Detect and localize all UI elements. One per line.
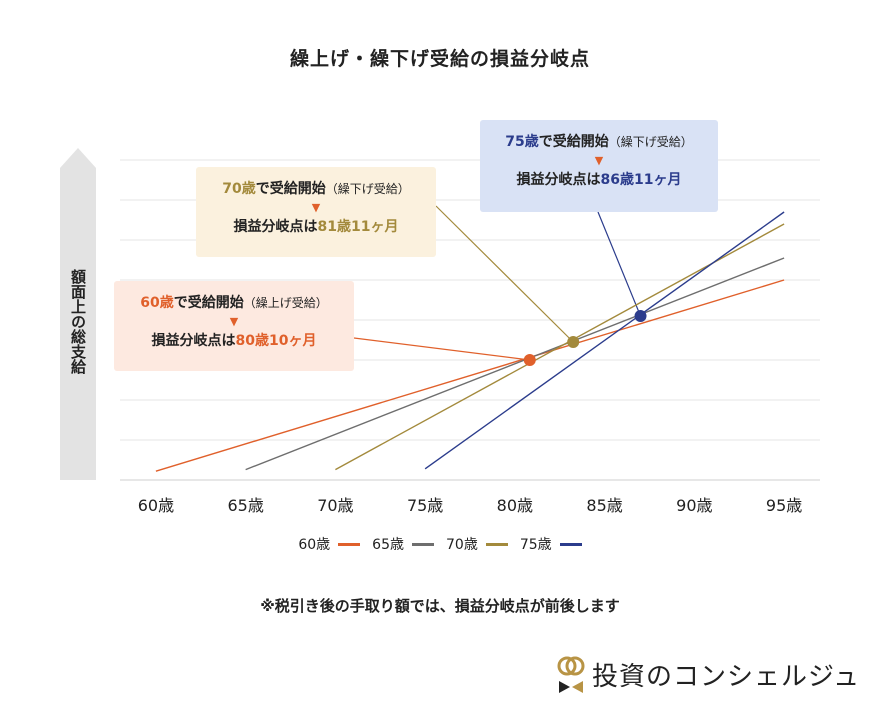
breakeven-point bbox=[634, 310, 647, 322]
callout-75-arrow-icon: ▼ bbox=[594, 154, 604, 167]
y-axis-arrow bbox=[60, 148, 96, 480]
x-tick-label: 90歳 bbox=[676, 496, 712, 515]
callout-60-paren: （繰上げ受給） bbox=[243, 296, 328, 310]
callout-60-text: で受給開始 bbox=[173, 295, 244, 311]
callout-leader-line bbox=[353, 337, 530, 361]
callout-70-paren: （繰下げ受給） bbox=[325, 182, 410, 196]
callout-70-arrow-icon: ▼ bbox=[311, 201, 321, 214]
legend: 60歳 65歳 70歳 75歳 bbox=[0, 534, 880, 554]
legend-swatch-65 bbox=[412, 542, 434, 546]
callout-60-age: 60歳 bbox=[140, 295, 174, 311]
legend-label-70: 70歳 bbox=[446, 537, 478, 553]
legend-item-60: 60歳 bbox=[298, 534, 361, 554]
rings-logo-icon bbox=[557, 656, 585, 693]
series-lines bbox=[155, 211, 785, 472]
legend-swatch-70 bbox=[485, 542, 508, 546]
breakeven-markers bbox=[523, 310, 647, 366]
callout-70: 70歳で受給開始（繰下げ受給） ▼ 損益分岐点は81歳11ヶ月 bbox=[196, 167, 436, 257]
callout-leader-line bbox=[435, 205, 574, 343]
series-line bbox=[424, 211, 785, 470]
callout-60-pre: 損益分岐点は bbox=[151, 333, 236, 349]
callout-75-result: 86歳11ヶ月 bbox=[600, 172, 682, 188]
series-line bbox=[155, 279, 785, 472]
brand-logo: 投資のコンシェルジュ bbox=[556, 652, 860, 696]
x-tick-label: 80歳 bbox=[497, 496, 533, 515]
legend-label-60: 60歳 bbox=[298, 537, 331, 553]
grid-lines bbox=[120, 159, 820, 481]
callout-70-result: 81歳11ヶ月 bbox=[317, 219, 399, 235]
legend-item-75: 75歳 bbox=[520, 534, 582, 554]
callout-leader-line bbox=[597, 211, 642, 317]
callout-75: 75歳で受給開始（繰下げ受給） ▼ 損益分岐点は86歳11ヶ月 bbox=[480, 120, 718, 212]
callout-75-text: で受給開始 bbox=[538, 134, 609, 150]
breakeven-point bbox=[523, 354, 536, 366]
callout-75-pre: 損益分岐点は bbox=[516, 172, 601, 188]
legend-swatch-75 bbox=[559, 542, 582, 546]
x-tick-label: 75歳 bbox=[407, 496, 443, 515]
legend-item-70: 70歳 bbox=[446, 534, 508, 554]
callout-70-pre: 損益分岐点は bbox=[233, 219, 318, 235]
legend-label-65: 65歳 bbox=[372, 537, 404, 553]
callout-60-result: 80歳10ヶ月 bbox=[235, 333, 317, 349]
callout-leader-lines bbox=[353, 205, 642, 361]
callout-70-text: で受給開始 bbox=[255, 181, 326, 197]
legend-label-75: 75歳 bbox=[519, 537, 552, 553]
callout-60: 60歳で受給開始（繰上げ受給） ▼ 損益分岐点は80歳10ヶ月 bbox=[114, 281, 354, 371]
series-line bbox=[245, 257, 785, 471]
brand-name: 投資のコンシェルジュ bbox=[592, 661, 861, 692]
chart-title: 繰上げ・繰下げ受給の損益分岐点 bbox=[289, 48, 590, 70]
x-tick-labels: 60歳 65歳 70歳 75歳 80歳 85歳 90歳 95歳 bbox=[138, 496, 803, 515]
footnote: ※税引き後の手取り額では、損益分岐点が前後します bbox=[260, 597, 620, 615]
legend-swatch-60 bbox=[338, 542, 361, 546]
x-tick-label: 65歳 bbox=[227, 496, 263, 515]
callout-75-age: 75歳 bbox=[505, 134, 539, 150]
callout-70-age: 70歳 bbox=[222, 181, 256, 197]
callout-75-paren: （繰下げ受給） bbox=[608, 135, 693, 149]
breakeven-point bbox=[567, 336, 580, 348]
x-tick-label: 60歳 bbox=[138, 496, 174, 515]
x-tick-label: 70歳 bbox=[317, 496, 353, 515]
callout-60-arrow-icon: ▼ bbox=[229, 315, 239, 328]
x-tick-label: 95歳 bbox=[766, 496, 802, 515]
y-axis-label: 額面上の総支給 bbox=[69, 268, 87, 374]
legend-item-65: 65歳 bbox=[372, 534, 434, 554]
x-tick-label: 85歳 bbox=[586, 496, 622, 515]
